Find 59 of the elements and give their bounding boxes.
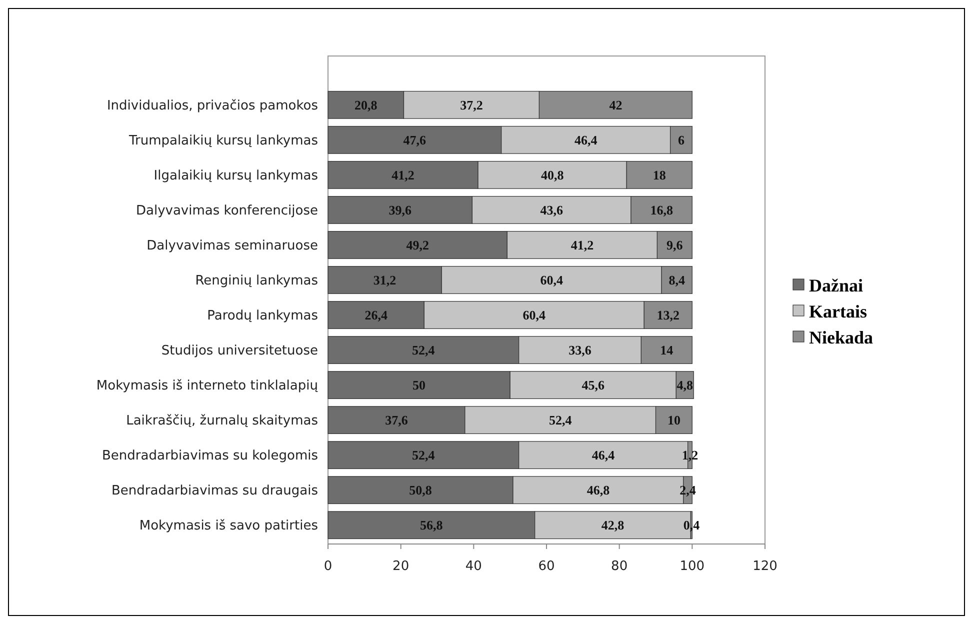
data-label: 42	[609, 97, 622, 112]
data-label: 40,8	[540, 167, 564, 182]
y-tick-label: Laikraščių, žurnalų skaitymas	[126, 414, 318, 429]
x-tick-label: 0	[324, 559, 332, 574]
data-label: 60,4	[540, 272, 564, 288]
x-tick-label: 60	[538, 559, 555, 574]
legend-label: Niekada	[809, 327, 874, 348]
data-label: 20,8	[354, 97, 378, 112]
data-label: 6	[678, 132, 685, 148]
y-tick-label: Mokymasis iš interneto tinklalapių	[96, 378, 318, 394]
data-label: 37,2	[460, 97, 483, 112]
data-label: 49,2	[406, 238, 429, 253]
data-label: 39,6	[388, 202, 412, 218]
x-tick-label: 100	[680, 559, 705, 574]
data-label: 14	[660, 342, 674, 358]
data-label: 46,8	[586, 482, 610, 498]
x-tick-label: 40	[465, 559, 482, 574]
data-label: 52,4	[412, 342, 436, 358]
y-tick-label: Ilgalaikių kursų lankymas	[154, 168, 318, 184]
y-tick-label: Mokymasis iš savo patirties	[139, 518, 318, 534]
data-label: 13,2	[656, 308, 680, 323]
legend-label: Dažnai	[809, 275, 863, 296]
y-tick-label: Studijos universitetuose	[161, 344, 318, 359]
data-label: 26,4	[364, 308, 388, 323]
data-label: 41,2	[570, 238, 594, 253]
data-label: 50	[412, 378, 426, 393]
data-label: 46,4	[592, 448, 616, 463]
y-tick-label: Bendradarbiavimas su kolegomis	[102, 448, 318, 464]
y-tick-label: Trumpalaikių kursų lankymas	[128, 133, 318, 148]
legend-label: Kartais	[809, 301, 867, 322]
y-tick-label: Dalyvavimas seminaruose	[146, 238, 318, 254]
data-label: 41,2	[392, 167, 414, 182]
data-label: 18	[652, 167, 666, 182]
data-label: 8,4	[668, 272, 686, 288]
y-tick-label: Parodų lankymas	[207, 308, 318, 324]
data-label: 45,6	[582, 378, 605, 393]
data-label: 60,4	[522, 308, 546, 323]
x-tick-label: 20	[392, 559, 410, 574]
data-label: 31,2	[373, 272, 396, 288]
data-label: 52,4	[412, 448, 436, 463]
y-tick-label: Renginių lankymas	[195, 274, 318, 289]
data-label: 43,6	[540, 202, 564, 218]
data-label: 47,6	[403, 132, 427, 148]
data-label: 9,6	[666, 238, 684, 253]
data-label: 33,6	[568, 342, 592, 358]
y-tick-label: Individualios, privačios pamokos	[106, 98, 318, 114]
x-tick-label: 120	[752, 559, 778, 574]
data-label: 42,8	[601, 518, 625, 533]
data-label: 50,8	[409, 482, 432, 498]
data-label: 56,8	[420, 518, 444, 533]
x-tick-label: 80	[611, 559, 628, 574]
data-label: 16,8	[650, 202, 674, 218]
data-label: 10	[667, 412, 680, 428]
data-label: 4,8	[676, 378, 694, 393]
y-tick-label: Dalyvavimas konferencijose	[136, 204, 318, 219]
data-label: 46,4	[574, 132, 598, 148]
data-label: 37,6	[385, 412, 408, 428]
y-tick-label: Bendradarbiavimas su draugais	[111, 484, 318, 499]
data-label: 52,4	[548, 412, 572, 428]
